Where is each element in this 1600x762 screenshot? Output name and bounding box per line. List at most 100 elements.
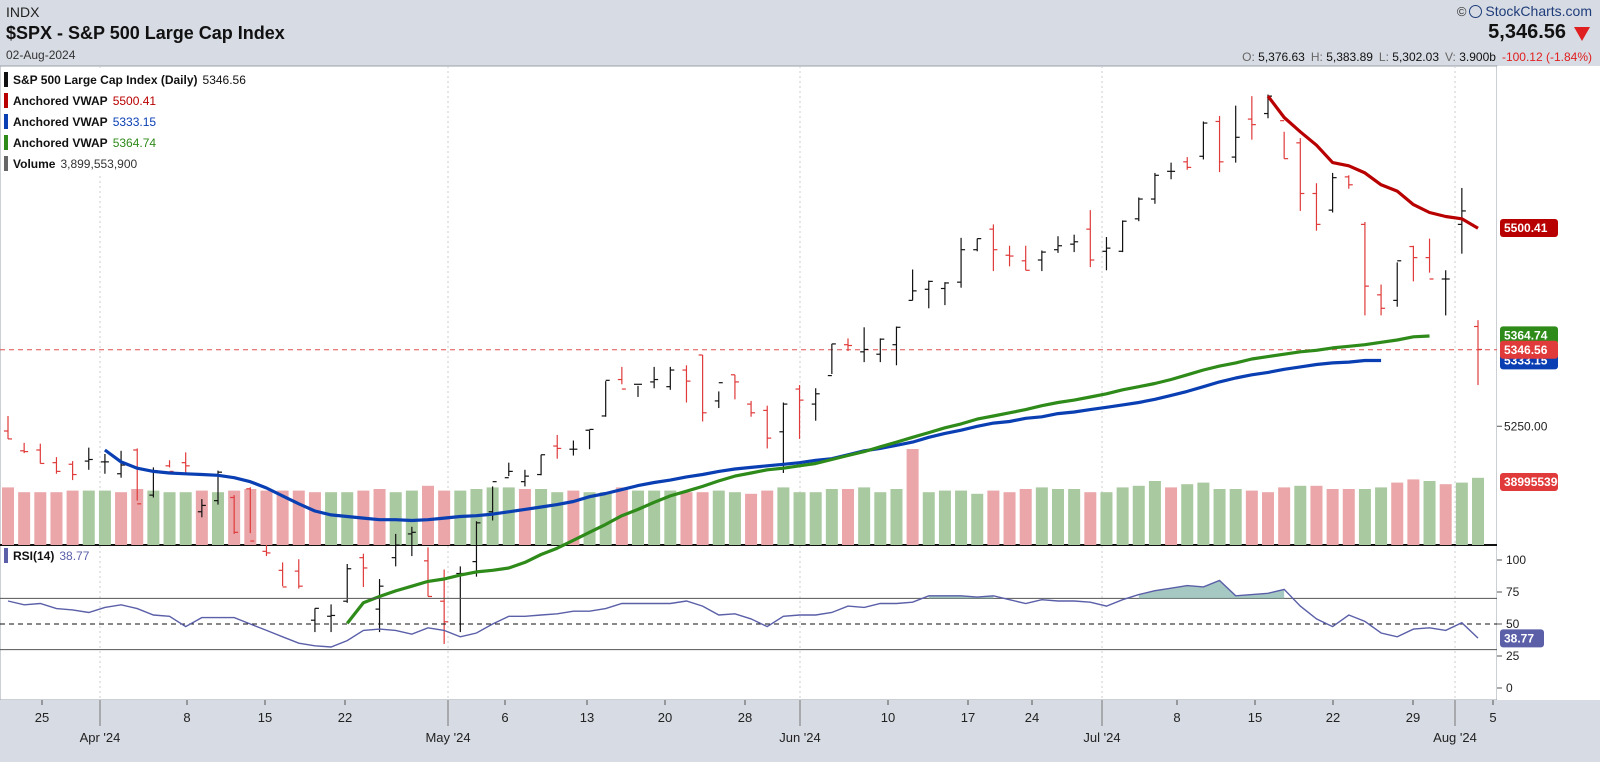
volume-label: V: [1445, 50, 1456, 64]
volume-bar [1294, 485, 1307, 545]
volume-bar [680, 492, 693, 545]
volume-bar [66, 490, 79, 545]
volume-bar [648, 490, 661, 545]
ohlc-bar [1215, 115, 1224, 173]
ohlc-bar [84, 447, 93, 470]
volume-bar [1035, 487, 1048, 545]
vwap-line [1266, 95, 1479, 230]
rsi-tick-label: 100 [1506, 553, 1526, 567]
ohlc-bar [1037, 250, 1046, 272]
ohlc-bar [634, 383, 642, 397]
x-tick-label: 8 [183, 710, 190, 725]
volume-bar [1003, 492, 1016, 545]
brand-name: StockCharts.com [1485, 3, 1592, 19]
volume-bar [777, 487, 790, 545]
ohlc-bar [1474, 320, 1482, 386]
volume-bar [535, 489, 548, 545]
ohlc-bar [908, 269, 917, 301]
x-month-label: May '24 [425, 730, 470, 745]
volume-bar [131, 489, 144, 545]
volume-bar [664, 490, 677, 545]
volume-bar [34, 492, 47, 545]
ohlc-bar [4, 415, 12, 440]
legend-vwap-green-name: Anchored VWAP [13, 135, 108, 150]
low-value: 5,302.03 [1392, 50, 1439, 64]
volume-bar [405, 490, 418, 545]
volume-bar [1262, 492, 1274, 545]
volume-bar [1019, 489, 1032, 545]
volume-bar [212, 492, 224, 545]
rsi-panel [0, 544, 1498, 701]
volume-bar [1278, 487, 1291, 545]
ohlc-bar [1344, 175, 1353, 189]
rsi-legend-name: RSI(14) [13, 548, 55, 563]
volume-bar [1100, 492, 1113, 545]
ohlc-bar [262, 545, 271, 557]
low-label: L: [1378, 50, 1389, 64]
legend-volume[interactable]: Volume 3,899,553,900 [4, 153, 246, 174]
ohlc-bar [1425, 238, 1434, 280]
brand-logo[interactable]: © StockCharts.com [1457, 3, 1592, 19]
volume-bar [1148, 481, 1161, 545]
volume-bar [1229, 489, 1242, 545]
volume-bar [551, 492, 564, 545]
ohlc-bar [1054, 236, 1062, 253]
volume-bar [98, 490, 111, 545]
ohlc-bar [876, 338, 885, 363]
rsi-tick-label: 25 [1506, 649, 1520, 663]
ohlc-bar [36, 443, 45, 465]
ohlc-bar [844, 338, 852, 352]
legend-vwap-blue[interactable]: Anchored VWAP 5333.15 [4, 111, 246, 132]
ohlc-bar [747, 400, 756, 417]
ohlc-bar [1134, 197, 1143, 222]
stockcharts-logo-icon [1469, 4, 1483, 18]
legend-swatch [4, 135, 8, 150]
ohlc-bar [1167, 162, 1176, 180]
legend-vwap-red[interactable]: Anchored VWAP 5500.41 [4, 90, 246, 111]
ohlc-bar [1360, 222, 1369, 316]
volume-value: 3.900b [1459, 50, 1496, 64]
ohlc-bar [1005, 245, 1014, 267]
ohlc-bar [585, 428, 594, 450]
legend-price-name: S&P 500 Large Cap Index (Daily) [13, 72, 198, 87]
volume-bar [82, 490, 95, 545]
legend-price-value: 5346.56 [202, 72, 246, 87]
legend-vwap-red-value: 5500.41 [112, 93, 157, 108]
price-change: -100.12 (-1.84%) [1501, 50, 1592, 64]
rsi-legend[interactable]: RSI(14) 38.77 [4, 548, 90, 563]
last-price: 5,346.56 [1488, 21, 1566, 43]
ohlc-bar [504, 462, 513, 479]
legend-price[interactable]: S&P 500 Large Cap Index (Daily) 5346.56 [4, 69, 246, 90]
volume-bar [922, 492, 935, 545]
ohlc-bar [100, 453, 109, 474]
x-tick-label: 13 [580, 710, 594, 725]
down-arrow-icon [1574, 27, 1590, 41]
open-value: 5,376.63 [1258, 50, 1305, 64]
ohlc-bar [1118, 220, 1127, 253]
right-axis-band [1497, 66, 1600, 700]
rsi-line [7, 579, 1479, 648]
ohlc-bar [327, 604, 336, 633]
ohlc-bar [391, 533, 400, 567]
volume-bar [987, 490, 1000, 545]
volume-bar [502, 487, 515, 545]
volume-bar [938, 490, 951, 545]
volume-bar [341, 492, 354, 545]
volume-bar [276, 490, 289, 545]
legend-swatch [4, 548, 8, 563]
rsi-tick-label: 50 [1506, 617, 1520, 631]
legend-vwap-green[interactable]: Anchored VWAP 5364.74 [4, 132, 246, 153]
ohlc-bar [375, 579, 384, 633]
price-legend: S&P 500 Large Cap Index (Daily) 5346.56 … [4, 69, 246, 174]
volume-bar [632, 490, 644, 545]
ohlc-bar [1199, 121, 1208, 160]
volume-bar [1310, 485, 1323, 545]
volume-bar [761, 490, 774, 545]
ohlc-bar [795, 385, 804, 439]
x-tick-label: 10 [881, 710, 895, 725]
ohlc-bar [1457, 187, 1466, 254]
volume-bar [809, 492, 822, 545]
legend-vwap-blue-value: 5333.15 [112, 114, 157, 129]
volume-bar [1116, 487, 1129, 545]
exchange-label: INDX [6, 4, 40, 20]
